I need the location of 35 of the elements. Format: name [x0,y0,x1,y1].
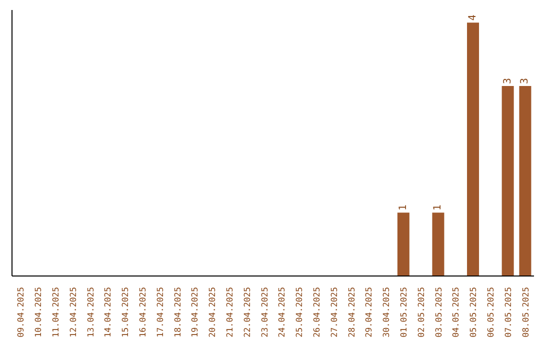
x-tick-label: 23.04.2025 [259,287,270,338]
data-label: 1 [398,204,409,211]
data-label: 3 [502,78,514,84]
data-label: 4 [468,14,479,21]
x-tick-label: 01.05.2025 [398,287,408,338]
x-tick-label: 06.05.2025 [486,287,496,338]
data-label: 3 [520,78,531,84]
x-tick-label: 20.04.2025 [207,287,218,338]
x-tick-label: 26.04.2025 [312,287,322,338]
x-tick-label: 15.04.2025 [120,287,130,338]
x-tick-label: 18.04.2025 [172,287,182,338]
x-tick-label: 17.04.2025 [154,287,165,338]
x-tick-label: 05.05.2025 [468,287,478,338]
data-label: 1 [432,204,444,211]
x-tick-label: 30.04.2025 [381,287,392,338]
x-tick-label: 02.05.2025 [416,287,426,338]
x-tick-label: 25.04.2025 [294,287,304,338]
x-tick-label: 12.04.2025 [68,287,78,338]
x-tick-label: 11.04.2025 [50,287,60,338]
x-tick-label: 09.04.2025 [16,287,26,338]
x-tick-label: 04.05.2025 [450,287,461,338]
x-tick-label: 08.05.2025 [520,287,530,338]
x-tick-label: 19.04.2025 [190,287,200,338]
x-tick-label: 13.04.2025 [85,287,96,338]
x-tick-label: 27.04.2025 [328,287,339,338]
x-tick-label: 28.04.2025 [346,287,356,338]
x-tick-label: 29.04.2025 [364,287,374,338]
x-tick-label: 16.04.2025 [138,287,148,338]
x-tick-label: 03.05.2025 [433,287,444,338]
x-tick-label: 21.04.2025 [224,287,234,338]
x-tick-label: 07.05.2025 [502,287,513,338]
x-tick-label: 22.04.2025 [242,287,252,338]
x-tick-label: 24.04.2025 [276,287,287,338]
x-tick-label: 14.04.2025 [102,287,113,338]
x-tick-label: 10.04.2025 [33,287,44,338]
